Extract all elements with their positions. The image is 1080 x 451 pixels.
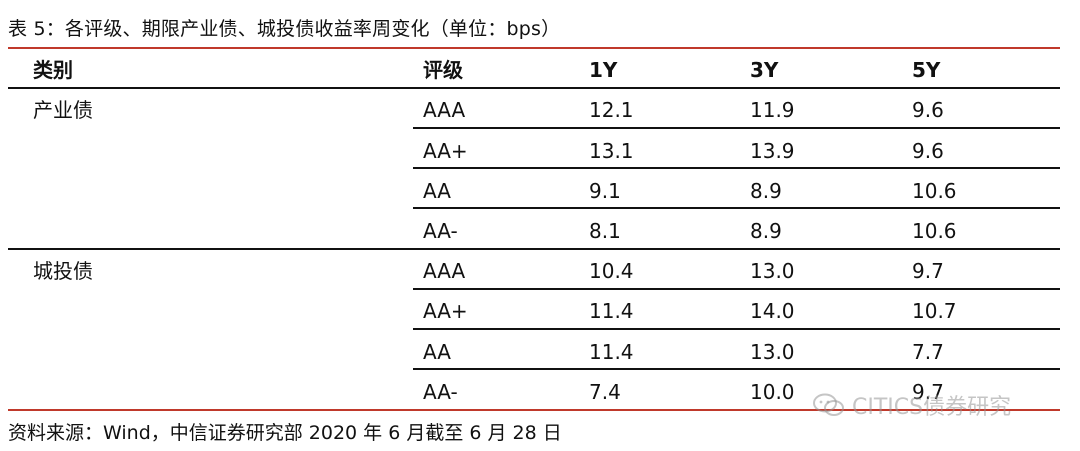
row-rule [413, 368, 1060, 370]
group-rule [8, 248, 1060, 250]
header-5y: 5Y [912, 58, 941, 82]
bottom-red-rule [8, 409, 1060, 411]
table-cell-3y: 13.9 [750, 139, 795, 163]
table-cell-5y: 10.6 [912, 179, 957, 203]
table-cell-rating: AA+ [423, 139, 468, 163]
table-cell-1y: 10.4 [589, 259, 634, 283]
table-cell-rating: AA [423, 340, 451, 364]
table-cell-5y: 10.7 [912, 299, 957, 323]
table-cell-1y: 11.4 [589, 340, 634, 364]
table-cell-rating: AA+ [423, 299, 468, 323]
table-title: 表 5：各评级、期限产业债、城投债收益率周变化（单位：bps） [8, 18, 561, 40]
watermark: CITICS债券研究 [812, 389, 1011, 421]
category-label-lgfv: 城投债 [33, 259, 93, 283]
table-cell-1y: 12.1 [589, 98, 634, 122]
table-cell-rating: AA [423, 179, 451, 203]
table-cell-1y: 8.1 [589, 219, 621, 243]
table-cell-5y: 9.6 [912, 98, 944, 122]
table-cell-3y: 11.9 [750, 98, 795, 122]
table-cell-5y: 7.7 [912, 340, 944, 364]
row-rule [413, 167, 1060, 169]
table-cell-3y: 10.0 [750, 380, 795, 404]
table-cell-rating: AA- [423, 380, 458, 404]
table-cell-5y: 9.7 [912, 259, 944, 283]
table-cell-1y: 13.1 [589, 139, 634, 163]
table-cell-5y: 9.7 [912, 380, 944, 404]
top-red-rule [8, 47, 1060, 49]
table-cell-3y: 8.9 [750, 219, 782, 243]
table-cell-1y: 7.4 [589, 380, 621, 404]
table-cell-rating: AA- [423, 219, 458, 243]
wechat-icon [813, 393, 844, 416]
row-rule [413, 328, 1060, 330]
watermark-text: CITICS债券研究 [852, 395, 1012, 420]
row-rule [413, 127, 1060, 129]
table-cell-1y: 9.1 [589, 179, 621, 203]
row-rule [413, 207, 1060, 209]
table-cell-5y: 9.6 [912, 139, 944, 163]
header-rule [8, 87, 1060, 89]
row-rule [413, 288, 1060, 290]
table-cell-3y: 13.0 [750, 259, 795, 283]
table-cell-rating: AAA [423, 98, 466, 122]
header-category: 类别 [33, 58, 73, 82]
category-label-industrial: 产业债 [33, 98, 93, 122]
header-rating: 评级 [423, 58, 463, 82]
table-cell-3y: 13.0 [750, 340, 795, 364]
header-3y: 3Y [750, 58, 779, 82]
table-cell-5y: 10.6 [912, 219, 957, 243]
source-note: 资料来源：Wind，中信证券研究部 2020 年 6 月截至 6 月 28 日 [8, 422, 562, 444]
header-1y: 1Y [589, 58, 618, 82]
table-cell-1y: 11.4 [589, 299, 634, 323]
table-cell-3y: 14.0 [750, 299, 795, 323]
table-cell-3y: 8.9 [750, 179, 782, 203]
table-cell-rating: AAA [423, 259, 466, 283]
